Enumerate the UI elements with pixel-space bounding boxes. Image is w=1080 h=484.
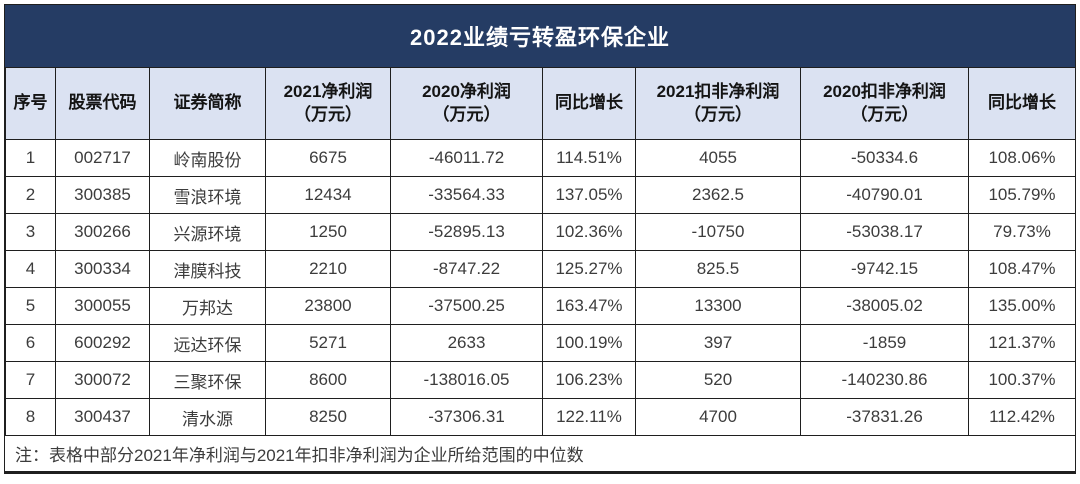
table-cell: -52895.13 [390, 213, 543, 251]
table-title: 2022业绩亏转盈环保企业 [5, 5, 1075, 67]
table-cell: 3 [5, 213, 56, 251]
profit-table: 序号 股票代码 证券简称 2021净利润 （万元） 2020净利润 （万元） 同比增长 20… [5, 67, 1076, 436]
table-cell: 5 [5, 287, 56, 325]
table-cell: 津膜科技 [149, 250, 266, 288]
table-cell: 397 [635, 324, 801, 362]
table-cell: -10750 [635, 213, 801, 251]
table-cell: 兴源环境 [149, 213, 266, 251]
table-cell: 8250 [265, 398, 391, 436]
table-cell: -37500.25 [390, 287, 543, 325]
table-cell: 5271 [265, 324, 391, 362]
table-cell: 108.06% [968, 139, 1076, 177]
table-cell: 7 [5, 361, 56, 399]
table-body: 1 002717 岭南股份 6675 -46011.72 114.51% 4055 -5033… [5, 139, 1076, 436]
table-cell: -8747.22 [390, 250, 543, 288]
table-cell: 600292 [55, 324, 150, 362]
table-row: 8 300437 清水源 8250 -37306.31 122.11% 4700 -37831… [5, 398, 1076, 436]
table-cell: -140230.86 [800, 361, 969, 399]
table-cell: 112.42% [968, 398, 1076, 436]
header-cell-2: 证券简称 [149, 67, 266, 140]
table-cell: 4700 [635, 398, 801, 436]
table-row: 6 600292 远达环保 5271 2633 100.19% 397 -1859 121.37… [5, 324, 1076, 362]
header-cell-5: 同比增长 [542, 67, 636, 140]
header-cell-7: 2020扣非净利润 （万元） [800, 67, 969, 140]
header-cell-1: 股票代码 [55, 67, 150, 140]
header-cell-8: 同比增长 [968, 67, 1076, 140]
table-cell: -38005.02 [800, 287, 969, 325]
table-cell: 12434 [265, 176, 391, 214]
table-cell: 100.19% [542, 324, 636, 362]
table-cell: -33564.33 [390, 176, 543, 214]
table-cell: 岭南股份 [149, 139, 266, 177]
table-cell: 163.47% [542, 287, 636, 325]
table-cell: 105.79% [968, 176, 1076, 214]
table-cell: 雪浪环境 [149, 176, 266, 214]
table-cell: 137.05% [542, 176, 636, 214]
table-cell: 122.11% [542, 398, 636, 436]
table-cell: 8 [5, 398, 56, 436]
table-cell: 6675 [265, 139, 391, 177]
table-cell: -50334.6 [800, 139, 969, 177]
table-cell: 4 [5, 250, 56, 288]
profit-table-card: 2022业绩亏转盈环保企业 序号 股票代码 证券简称 2021净利润 （万元） 2020… [4, 4, 1076, 474]
table-cell: 125.27% [542, 250, 636, 288]
table-cell: 106.23% [542, 361, 636, 399]
header-row: 序号 股票代码 证券简称 2021净利润 （万元） 2020净利润 （万元） 同比增长 20… [5, 67, 1076, 140]
table-footnote: 注：表格中部分2021年净利润与2021年扣非净利润为企业所给范围的中位数 [5, 436, 1075, 471]
table-cell: 1 [5, 139, 56, 177]
table-cell: -1859 [800, 324, 969, 362]
header-cell-4: 2020净利润 （万元） [390, 67, 543, 140]
table-cell: 8600 [265, 361, 391, 399]
table-header: 序号 股票代码 证券简称 2021净利润 （万元） 2020净利润 （万元） 同比增长 20… [5, 67, 1076, 140]
table-cell: -9742.15 [800, 250, 969, 288]
table-cell: 清水源 [149, 398, 266, 436]
table-cell: 300437 [55, 398, 150, 436]
table-row: 5 300055 万邦达 23800 -37500.25 163.47% 13300 -380… [5, 287, 1076, 325]
table-cell: 6 [5, 324, 56, 362]
table-cell: 2633 [390, 324, 543, 362]
table-cell: 2362.5 [635, 176, 801, 214]
table-row: 4 300334 津膜科技 2210 -8747.22 125.27% 825.5 -9742… [5, 250, 1076, 288]
table-cell: -40790.01 [800, 176, 969, 214]
table-cell: 1250 [265, 213, 391, 251]
table-cell: 三聚环保 [149, 361, 266, 399]
table-cell: -138016.05 [390, 361, 543, 399]
table-cell: 108.47% [968, 250, 1076, 288]
table-cell: 13300 [635, 287, 801, 325]
table-cell: 300055 [55, 287, 150, 325]
table-row: 1 002717 岭南股份 6675 -46011.72 114.51% 4055 -5033… [5, 139, 1076, 177]
table-cell: 300266 [55, 213, 150, 251]
table-cell: 520 [635, 361, 801, 399]
table-cell: 2 [5, 176, 56, 214]
table-cell: 102.36% [542, 213, 636, 251]
table-cell: 300334 [55, 250, 150, 288]
table-cell: -37306.31 [390, 398, 543, 436]
table-row: 7 300072 三聚环保 8600 -138016.05 106.23% 520 -1402… [5, 361, 1076, 399]
table-cell: 300072 [55, 361, 150, 399]
table-cell: 万邦达 [149, 287, 266, 325]
table-cell: 300385 [55, 176, 150, 214]
table-cell: 825.5 [635, 250, 801, 288]
table-cell: 002717 [55, 139, 150, 177]
header-cell-0: 序号 [5, 67, 56, 140]
table-row: 2 300385 雪浪环境 12434 -33564.33 137.05% 2362.5 -4… [5, 176, 1076, 214]
table-cell: 远达环保 [149, 324, 266, 362]
table-row: 3 300266 兴源环境 1250 -52895.13 102.36% -10750 -53… [5, 213, 1076, 251]
table-cell: 135.00% [968, 287, 1076, 325]
table-cell: 100.37% [968, 361, 1076, 399]
table-cell: 2210 [265, 250, 391, 288]
table-cell: 4055 [635, 139, 801, 177]
table-cell: 114.51% [542, 139, 636, 177]
header-cell-6: 2021扣非净利润 （万元） [635, 67, 801, 140]
table-cell: 79.73% [968, 213, 1076, 251]
table-cell: -37831.26 [800, 398, 969, 436]
table-cell: 23800 [265, 287, 391, 325]
header-cell-3: 2021净利润 （万元） [265, 67, 391, 140]
table-cell: 121.37% [968, 324, 1076, 362]
table-cell: -53038.17 [800, 213, 969, 251]
table-cell: -46011.72 [390, 139, 543, 177]
